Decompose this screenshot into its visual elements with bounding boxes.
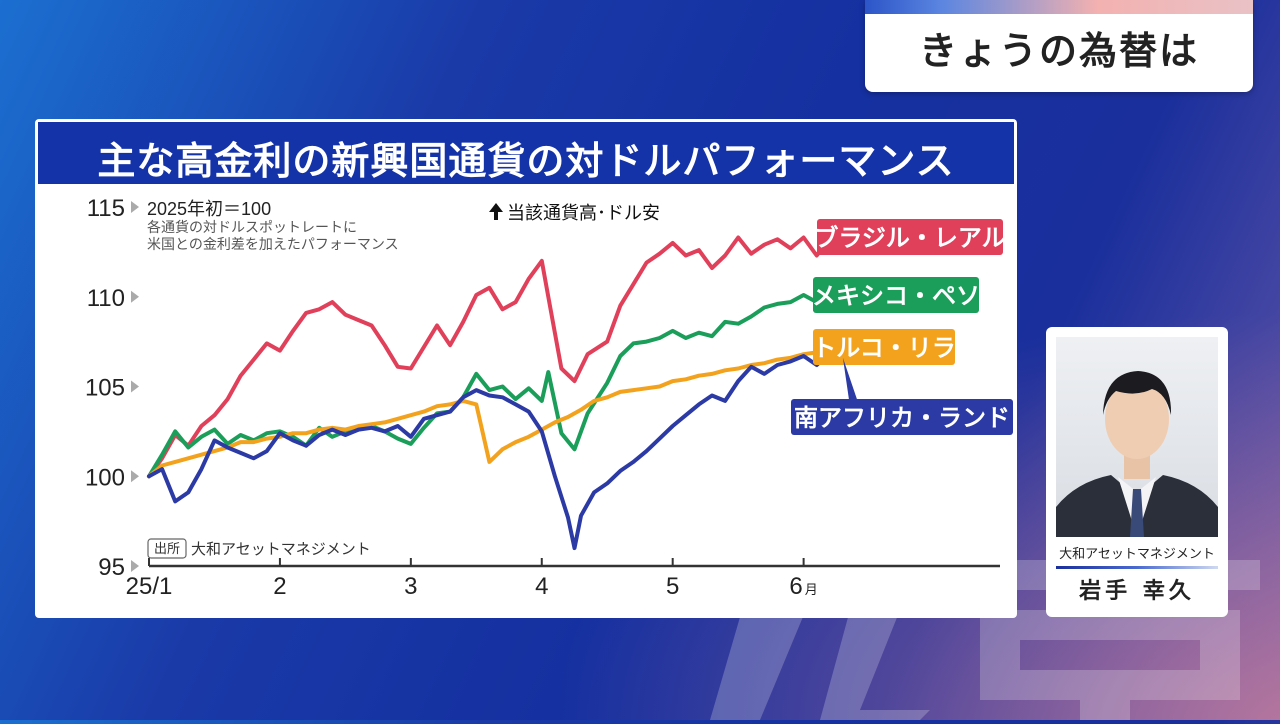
- source-tag-box: [147, 538, 187, 559]
- note-line-1: 各通貨の対ドルスポットレートに: [147, 219, 357, 235]
- y-tick-label: 105: [85, 375, 125, 402]
- source-text: 大和アセットマネジメント: [191, 541, 371, 558]
- y-tick-label: 110: [87, 285, 125, 312]
- commentator-card: 大和アセットマネジメント 岩手 幸久: [1046, 327, 1228, 617]
- commentator-company: 大和アセットマネジメント: [1059, 547, 1215, 562]
- x-tick-suffix: 月: [805, 582, 818, 597]
- baseline-note: 2025年初＝100: [147, 199, 271, 219]
- segment-title: きょうの為替は: [918, 29, 1199, 73]
- x-tick-label: 25/1: [126, 573, 173, 600]
- series-label-box: [813, 277, 979, 313]
- direction-note: 当該通貨高･ドル安: [507, 203, 660, 223]
- series-label-pointer: [842, 357, 857, 399]
- series-label-box: [813, 329, 955, 365]
- series-label: 南アフリカ・ランド: [794, 405, 1010, 432]
- y-tick-label: 100: [85, 464, 125, 491]
- y-tick-marker: [131, 380, 139, 393]
- series-label: トルコ・リラ: [812, 335, 956, 362]
- series-label: ブラジル・レアル: [814, 224, 1005, 252]
- segment-title-tab: きょうの為替は: [865, 0, 1253, 92]
- up-arrow-icon: [489, 203, 503, 220]
- y-tick-label: 95: [98, 554, 125, 581]
- note-line-2: 米国との金利差を加えたパフォーマンス: [147, 236, 399, 252]
- series-label-box: [791, 399, 1013, 435]
- x-tick-label: 3: [404, 573, 417, 600]
- y-tick-marker: [131, 201, 139, 213]
- series-line: [147, 282, 845, 479]
- y-tick-marker: [131, 560, 139, 572]
- series-line: [147, 345, 845, 479]
- chart-title-bar: 主な高金利の新興国通貨の対ドルパフォーマンス: [38, 122, 1014, 184]
- chart-title: 主な高金利の新興国通貨の対ドルパフォーマンス: [97, 139, 955, 183]
- title-stripe: [865, 0, 1253, 14]
- line-chart: 95 100 105 110 115 25/1 2 3 4 5 6 月 ブラジル・レアルメキシコ・ペソ…: [85, 195, 1013, 600]
- chart-panel: 主な高金利の新興国通貨の対ドルパフォーマンス 95 100 105 110 115 25/…: [35, 119, 1017, 618]
- source-tag: 出所: [154, 541, 180, 556]
- x-tick-label: 5: [666, 573, 679, 600]
- y-tick-marker: [131, 470, 139, 483]
- name-underline: [1056, 566, 1218, 569]
- y-tick-marker: [131, 290, 139, 303]
- series-line: [147, 224, 845, 479]
- y-tick-label: 115: [87, 195, 125, 222]
- commentator-name: 岩手 幸久: [1079, 579, 1195, 604]
- commentator-photo: [1056, 337, 1218, 537]
- x-tick-label: 2: [273, 573, 286, 600]
- series-label-box: [817, 219, 1003, 255]
- series-line: [147, 350, 845, 551]
- series-label: メキシコ・ペソ: [812, 283, 980, 310]
- x-tick-label: 4: [535, 573, 548, 600]
